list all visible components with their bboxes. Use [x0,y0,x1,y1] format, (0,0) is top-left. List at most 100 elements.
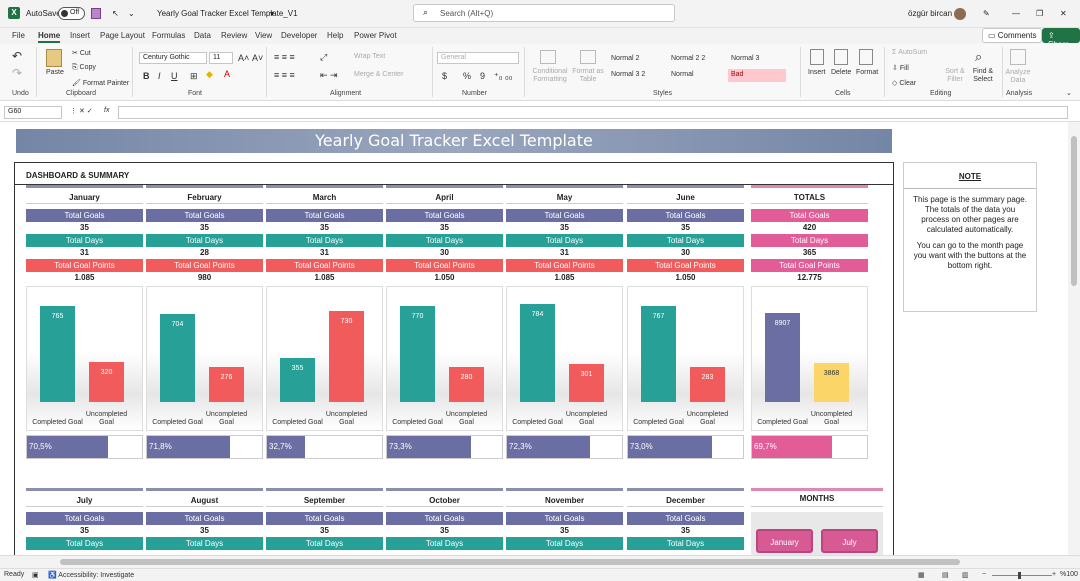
undo-icon[interactable]: ↶ [12,49,23,63]
style-normal[interactable]: Normal [671,71,694,78]
menu-insert[interactable]: Insert [70,31,91,40]
worksheet[interactable]: Yearly Goal Tracker Excel Template DASHB… [0,122,1068,555]
menu-developer[interactable]: Developer [281,31,318,40]
analyze-data-button[interactable]: Analyze Data [1005,69,1031,84]
indent-icon[interactable]: ⇤ ⇥ [320,70,338,80]
conditional-formatting-icon[interactable] [540,50,556,64]
decimal-icon[interactable]: ⁺₀ ₀₀ [494,71,513,81]
july-nav-button[interactable]: July [821,529,878,553]
formula-input[interactable] [118,106,1068,119]
conditional-formatting-button[interactable]: Conditional Formatting [532,68,568,83]
comments-label: Comments [997,31,1037,40]
paste-button[interactable]: Paste [46,69,64,76]
pen-icon[interactable]: ✎ [983,9,990,18]
search-input[interactable]: ⌕ Search (Alt+Q) [413,4,675,22]
cut-button[interactable]: ✂ Cut [72,49,91,57]
minimize-icon[interactable]: — [1012,9,1020,18]
horizontal-scrollbar[interactable] [0,555,1080,568]
vertical-scrollbar[interactable] [1068,122,1080,555]
ribbon-collapse-icon[interactable]: ⌄ [1066,90,1072,97]
file-name[interactable]: Yearly Goal Tracker Excel Template_V1 [157,9,298,18]
bold-button[interactable]: B [143,71,150,81]
number-format-select[interactable]: General [437,52,519,64]
menu-page-layout[interactable]: Page Layout [100,31,145,40]
copy-button[interactable]: ⎘ Copy [72,64,96,72]
percent-button[interactable]: % [463,71,472,81]
format-cells-icon[interactable] [859,49,873,65]
insert-button[interactable]: Insert [808,69,826,76]
fill-color-icon[interactable]: ◆ [206,69,213,79]
macro-icon[interactable]: ▣ [32,572,39,579]
underline-button[interactable]: U [171,71,178,81]
style-normal-2[interactable]: Normal 2 [611,55,640,62]
format-button[interactable]: Format [856,69,879,76]
currency-icon[interactable]: $ [442,71,448,81]
autosave-toggle[interactable]: Off [58,7,85,20]
page-break-view-icon[interactable]: ▥ [962,572,969,579]
page-layout-view-icon[interactable]: ▤ [942,572,949,579]
borders-icon[interactable]: ⊞ [190,71,198,81]
menu-review[interactable]: Review [221,31,248,40]
close-icon[interactable]: ✕ [1060,9,1067,18]
zoom-level[interactable]: %100 [1060,571,1078,578]
fill-button[interactable]: ⇩ Fill [892,64,909,72]
style-normal-3-2[interactable]: Normal 3 2 [611,71,646,78]
maximize-icon[interactable]: ❐ [1036,9,1044,18]
font-name-select[interactable]: Century Gothic [139,52,207,64]
zoom-in-icon[interactable]: + [1052,571,1057,578]
menu-formulas[interactable]: Formulas [152,31,186,40]
vertical-scroll-thumb[interactable] [1071,136,1077,286]
menu-file[interactable]: File [12,31,25,40]
grow-font-icon[interactable]: A˄ [238,53,250,63]
font-size-select[interactable]: 11 [209,52,233,64]
orientation-icon[interactable]: ⤢ [320,52,328,62]
save-icon[interactable] [91,8,101,19]
menu-home[interactable]: Home [38,31,61,43]
accessibility-status[interactable]: ♿ Accessibility: Investigate [48,571,134,579]
format-as-table-button[interactable]: Format as Table [572,68,604,83]
comments-button[interactable]: ▭ Comments [982,28,1043,43]
find-icon[interactable]: ⌕ [975,49,983,64]
normal-view-icon[interactable]: ▦ [918,572,925,579]
comma-button[interactable]: 9 [480,71,486,81]
italic-button[interactable]: I [158,71,161,81]
delete-cells-icon[interactable] [834,49,848,65]
wrap-text-button[interactable]: Wrap Text [354,53,386,60]
zoom-out-icon[interactable]: − [982,571,987,578]
style-normal-3[interactable]: Normal 3 [731,55,760,62]
font-color-icon[interactable]: A [224,69,231,79]
style-normal-2-2[interactable]: Normal 2 2 [671,55,706,62]
avatar[interactable] [954,8,966,20]
name-box[interactable]: G60 [4,106,62,119]
find-select-button[interactable]: Find & Select [972,68,994,83]
share-button[interactable]: ⇪ Share [1042,28,1080,49]
function-button[interactable]: fx [104,107,110,114]
autosum-button[interactable]: Σ AutoSum [892,49,927,56]
redo-icon[interactable]: ↷ [12,66,23,80]
zoom-slider-thumb[interactable] [1018,572,1021,579]
menu-view[interactable]: View [255,31,273,40]
top-align-icon[interactable]: ≡ ≡ ≡ [274,52,295,62]
menu-power-pivot[interactable]: Power Pivot [354,31,397,40]
merge-center-button[interactable]: Merge & Center [354,71,404,78]
format-table-icon[interactable] [580,50,596,64]
chevron-down-icon[interactable]: ▾ [270,9,275,18]
menu-data[interactable]: Data [194,31,211,40]
format-painter-button[interactable]: 🖌 Format Painter [72,79,129,87]
sort-filter-button[interactable]: Sort & Filter [945,68,965,83]
january-nav-button[interactable]: January [756,529,813,553]
cursor-icon[interactable]: ↖ [112,9,119,18]
qat-more-icon[interactable]: ⌄ [128,9,135,18]
zoom-slider[interactable] [992,575,1052,576]
insert-cells-icon[interactable] [810,49,824,65]
cancel-formula-icon[interactable]: ⋮ ✕ ✓ [70,108,93,115]
menu-help[interactable]: Help [327,31,344,40]
delete-button[interactable]: Delete [831,69,852,76]
paste-icon[interactable] [46,49,62,67]
clear-button[interactable]: ◇ Clear [892,79,916,87]
left-align-icon[interactable]: ≡ ≡ ≡ [274,70,295,80]
shrink-font-icon[interactable]: A˅ [252,53,264,63]
horizontal-scroll-thumb[interactable] [60,559,960,565]
analyze-data-icon[interactable] [1010,49,1026,65]
style-bad[interactable]: Bad [728,69,786,82]
